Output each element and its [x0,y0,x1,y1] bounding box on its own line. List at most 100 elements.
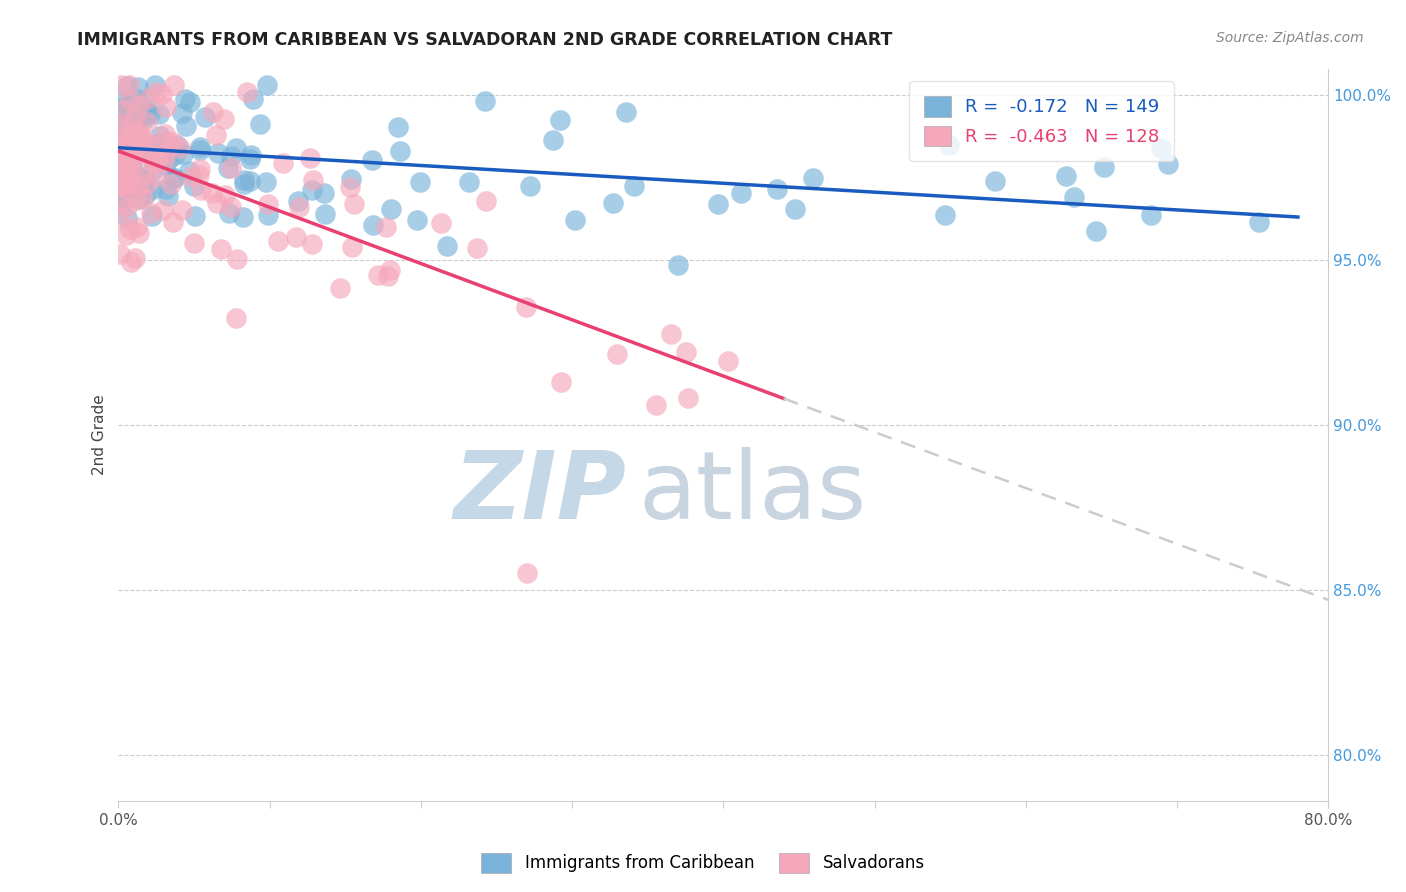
Point [155,158,177,172]
Point [111,139,134,153]
Point [108,196,131,211]
Point [112,143,135,157]
Point [112,194,135,209]
Point [145,85,167,99]
Point [108,136,131,151]
Point [1085,223,1108,237]
Point [177,163,200,178]
Point [155,182,177,196]
Point [108,179,131,194]
Point [146,169,169,184]
Point [226,252,249,267]
Point [141,181,163,195]
Point [114,116,136,130]
Point [115,78,138,93]
Point [131,131,153,145]
Point [179,95,201,110]
Point [239,152,262,166]
Point [125,219,148,234]
Point [207,196,229,211]
Point [232,211,254,225]
Point [214,188,236,202]
Point [219,148,242,162]
Point [267,234,290,248]
Point [219,161,242,175]
Point [108,124,131,138]
Point [131,169,153,183]
Point [340,240,363,254]
Point [108,155,131,169]
Point [550,112,572,127]
Point [329,281,352,295]
Point [375,219,398,234]
Point [314,206,336,220]
Legend: R =  -0.172   N = 149, R =  -0.463   N = 128: R = -0.172 N = 149, R = -0.463 N = 128 [910,81,1174,161]
Point [118,222,141,236]
Point [121,165,143,179]
Point [108,194,131,208]
Point [550,375,572,389]
Point [122,177,145,191]
Point [134,102,156,116]
Point [225,310,247,325]
Point [389,145,412,159]
Point [134,105,156,120]
Point [108,139,131,153]
Point [115,228,138,243]
Point [339,179,361,194]
Point [183,235,205,250]
Point [159,138,181,153]
Point [149,129,172,144]
Point [112,108,135,122]
Point [162,215,184,229]
Point [118,187,141,202]
Point [1247,215,1270,229]
Point [152,202,174,217]
Point [256,78,278,92]
Point [457,175,479,189]
Point [127,79,149,94]
Point [146,137,169,152]
Point [1157,157,1180,171]
Point [380,202,402,216]
Point [249,117,271,131]
Point [143,153,166,167]
Point [515,300,537,314]
Point [138,91,160,105]
Point [131,178,153,193]
Point [141,164,163,178]
Point [108,174,131,188]
Point [606,347,628,361]
Point [474,194,496,208]
Text: Source: ZipAtlas.com: Source: ZipAtlas.com [1216,31,1364,45]
Text: ZIP: ZIP [454,448,627,540]
Point [676,391,699,405]
Point [120,148,142,162]
Point [190,139,212,153]
Point [121,182,143,196]
Point [516,566,538,581]
Point [298,151,321,165]
Point [190,183,212,197]
Point [111,145,134,159]
Point [367,268,389,282]
Point [146,148,169,162]
Point [118,78,141,92]
Point [145,137,167,152]
Point [111,155,134,169]
Point [118,137,141,152]
Point [436,239,458,253]
Y-axis label: 2nd Grade: 2nd Grade [93,394,107,475]
Point [564,213,586,227]
Point [201,186,224,200]
Point [111,103,134,117]
Point [340,172,363,186]
Point [114,153,136,167]
Point [134,173,156,187]
Point [117,211,139,225]
Point [666,259,689,273]
Point [218,206,240,220]
Point [361,218,384,232]
Point [135,177,157,191]
Point [312,186,335,201]
